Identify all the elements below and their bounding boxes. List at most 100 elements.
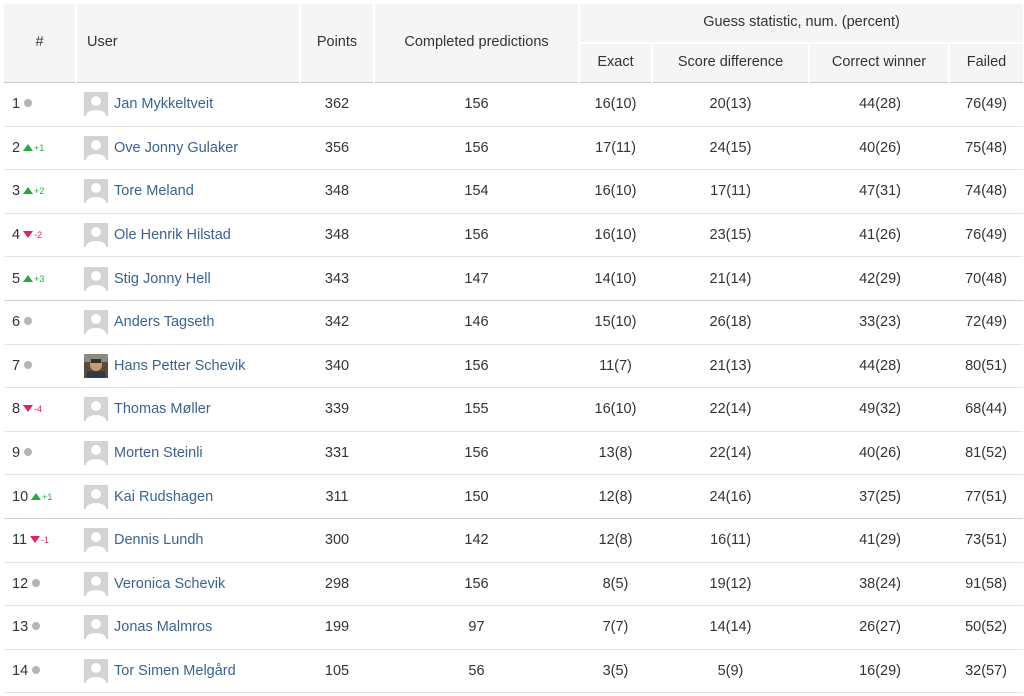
col-failed-header[interactable]: Failed [949, 43, 1023, 83]
user-name-link[interactable]: Jan Mykkeltveit [114, 96, 214, 113]
arrow-down-icon [23, 405, 34, 413]
user-name-link[interactable]: Ove Jonny Gulaker [114, 139, 239, 156]
completed-predictions-cell: 156 [374, 431, 579, 476]
rank-cell: 8 -4 [4, 387, 76, 432]
user-cell: Morten Steinli [76, 431, 300, 476]
user-name-link[interactable]: Ole Henrik Hilstad [114, 227, 231, 244]
user-name-link[interactable]: Thomas Møller [114, 401, 211, 418]
points-cell: 342 [300, 300, 374, 345]
col-points-header[interactable]: Points [300, 4, 375, 83]
user-cell: Thomas Møller [76, 387, 300, 432]
col-user-header[interactable]: User [76, 4, 301, 83]
default-avatar-icon[interactable] [84, 310, 108, 335]
user-name-link[interactable]: Veronica Schevik [114, 575, 226, 592]
rank-number: 14 [12, 663, 29, 680]
rank-cell: 6 [4, 300, 76, 345]
table-row: 7 Hans Petter Schevik 340 156 11(7) 21(13) 44(… [4, 344, 1023, 389]
points-cell: 199 [300, 605, 374, 650]
points-cell: 340 [300, 344, 374, 389]
user-name-link[interactable]: Morten Steinli [114, 445, 203, 462]
default-avatar-icon[interactable] [84, 528, 108, 553]
correct-winner-cell: 40(26) [809, 431, 949, 476]
default-avatar-icon[interactable] [84, 135, 108, 160]
user-cell: Veronica Schevik [76, 562, 300, 607]
col-score-difference-header[interactable]: Score difference [652, 43, 810, 83]
no-change-dot-icon [32, 666, 41, 675]
exact-cell: 13(8) [579, 431, 652, 476]
rank-cell: 5 +3 [4, 256, 76, 301]
rank-cell: 1 [4, 82, 76, 127]
completed-predictions-cell: 147 [374, 256, 579, 301]
rank-change: +1 [23, 143, 44, 153]
failed-cell: 73(51) [949, 518, 1023, 563]
failed-cell: 70(48) [949, 256, 1023, 301]
rank-cell: 7 [4, 344, 76, 389]
rank-number: 12 [12, 575, 29, 592]
completed-predictions-cell: 154 [374, 169, 579, 214]
no-change-dot-icon [24, 99, 33, 108]
default-avatar-icon[interactable] [84, 266, 108, 291]
no-change-dot-icon [32, 622, 41, 631]
failed-cell: 80(51) [949, 344, 1023, 389]
arrow-down-icon [30, 536, 41, 544]
default-avatar-icon[interactable] [84, 441, 108, 466]
default-avatar-icon[interactable] [84, 571, 108, 596]
exact-cell: 8(5) [579, 562, 652, 607]
completed-predictions-cell: 156 [374, 562, 579, 607]
rank-number: 6 [12, 314, 21, 331]
rank-cell: 3 +2 [4, 169, 76, 214]
rank-cell: 13 [4, 605, 76, 650]
rank-cell: 14 [4, 649, 76, 694]
default-avatar-icon[interactable] [84, 615, 108, 640]
user-name-link[interactable]: Hans Petter Schevik [114, 357, 246, 374]
table-row: 4 -2 Ole Henrik Hilstad 348 156 16(10) 23(15) 4… [4, 213, 1023, 258]
score-difference-cell: 23(15) [652, 213, 809, 258]
default-avatar-icon[interactable] [84, 179, 108, 204]
exact-cell: 3(5) [579, 649, 652, 694]
rank-change-value: +1 [34, 142, 45, 153]
completed-predictions-cell: 155 [374, 387, 579, 432]
completed-predictions-cell: 142 [374, 518, 579, 563]
points-cell: 331 [300, 431, 374, 476]
failed-cell: 72(49) [949, 300, 1023, 345]
rank-cell: 11 -1 [4, 518, 76, 563]
user-name-link[interactable]: Jonas Malmros [114, 619, 213, 636]
user-name-link[interactable]: Tor Simen Melgård [114, 663, 236, 680]
rank-cell: 4 -2 [4, 213, 76, 258]
completed-predictions-cell: 97 [374, 605, 579, 650]
user-cell: Dennis Lundh [76, 518, 300, 563]
col-exact-header[interactable]: Exact [579, 43, 653, 83]
default-avatar-icon[interactable] [84, 659, 108, 684]
user-cell: Jan Mykkeltveit [76, 82, 300, 127]
col-correct-winner-header[interactable]: Correct winner [809, 43, 950, 83]
default-avatar-icon[interactable] [84, 92, 108, 117]
exact-cell: 12(8) [579, 518, 652, 563]
user-name-link[interactable]: Anders Tagseth [114, 314, 215, 331]
points-cell: 311 [300, 474, 374, 519]
default-avatar-icon[interactable] [84, 484, 108, 509]
rank-change: -4 [23, 404, 42, 414]
user-cell: Hans Petter Schevik [76, 344, 300, 389]
correct-winner-cell: 16(29) [809, 649, 949, 694]
default-avatar-icon[interactable] [84, 223, 108, 248]
correct-winner-cell: 41(26) [809, 213, 949, 258]
user-photo-avatar[interactable] [84, 353, 108, 378]
guess-statistic-group-header: Guess statistic, num. (percent) [579, 4, 1023, 44]
rank-number: 1 [12, 96, 21, 113]
score-difference-cell: 5(9) [652, 649, 809, 694]
rank-change-value: -2 [34, 230, 43, 241]
col-rank-header[interactable]: # [4, 4, 77, 83]
user-name-link[interactable]: Kai Rudshagen [114, 488, 214, 505]
completed-predictions-cell: 150 [374, 474, 579, 519]
col-completed-header[interactable]: Completed predictions [374, 4, 580, 83]
rank-change-value: -1 [41, 535, 50, 546]
default-avatar-icon[interactable] [84, 397, 108, 422]
failed-cell: 81(52) [949, 431, 1023, 476]
user-name-link[interactable]: Stig Jonny Hell [114, 270, 211, 287]
completed-predictions-cell: 156 [374, 126, 579, 171]
rank-change: +2 [23, 186, 44, 196]
user-name-link[interactable]: Dennis Lundh [114, 532, 204, 549]
completed-predictions-cell: 56 [374, 649, 579, 694]
user-name-link[interactable]: Tore Meland [114, 183, 194, 200]
failed-cell: 76(49) [949, 213, 1023, 258]
